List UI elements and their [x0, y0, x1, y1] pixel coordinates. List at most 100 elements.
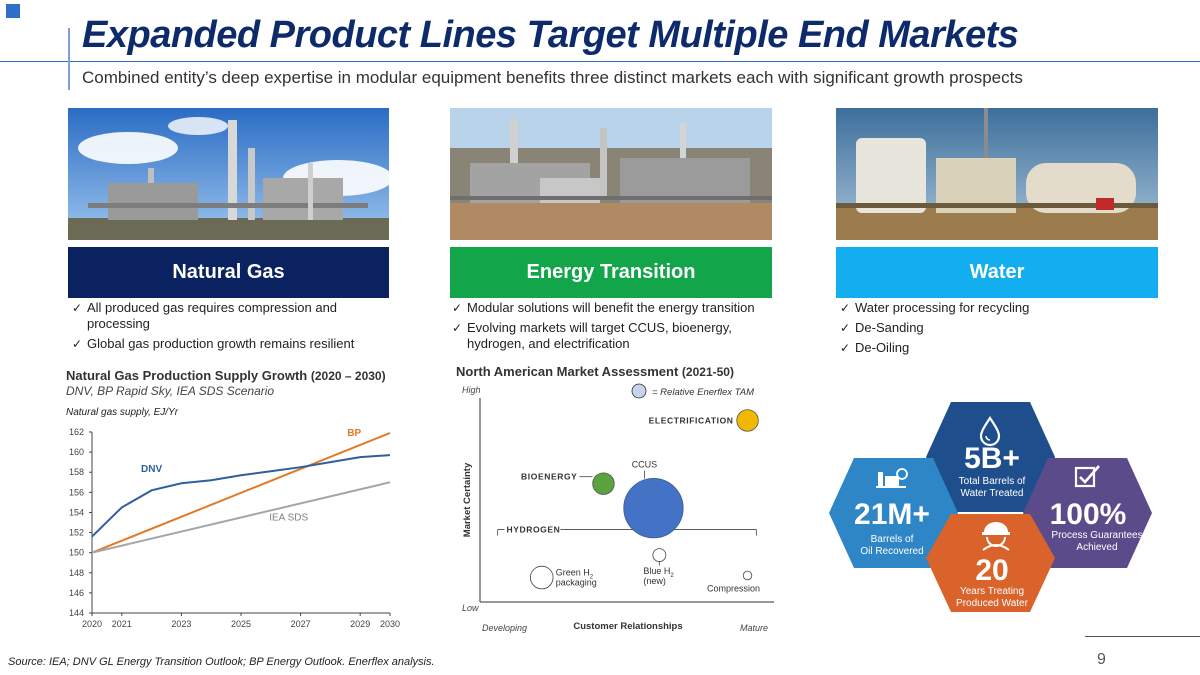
- page-number-rule: [1085, 636, 1200, 637]
- bubble-label-blue-h2-text: Blue H: [643, 566, 670, 576]
- stat-hex-guarantees: [1023, 458, 1152, 568]
- stat-hex-oil: [829, 458, 958, 568]
- water-drop-icon: [979, 416, 1001, 447]
- series-line-bp: [91, 432, 391, 554]
- stat-line1-guarantees: Process Guarantees: [1051, 530, 1142, 541]
- stat-line1-years: Years Treating: [960, 586, 1024, 597]
- column-header-water: Water: [836, 247, 1158, 298]
- bubble-compression: [742, 570, 753, 581]
- oil-facility-icon: [876, 468, 908, 488]
- hydrogen-label-bg: [504, 522, 561, 533]
- energy-transition-bullets: Modular solutions will benefit the energ…: [450, 300, 780, 356]
- bubble-label-bioenergy: BIOENERGY: [521, 472, 577, 482]
- stat-value-years: 20: [975, 554, 1008, 587]
- y-axis-low-label: Low: [462, 603, 479, 613]
- column-title-water: Water: [969, 261, 1025, 283]
- natural-gas-photo: [68, 108, 389, 240]
- bullet-item: Evolving markets will target CCUS, bioen…: [450, 320, 780, 352]
- column-title-natural-gas: Natural Gas: [172, 261, 285, 283]
- stat-value-oil: 21M+: [854, 498, 930, 531]
- bullet-item: De-Sanding: [838, 320, 1158, 336]
- y-tick-label: 162: [69, 427, 84, 437]
- bullet-item: Modular solutions will benefit the energ…: [450, 300, 780, 316]
- y-tick-label: 156: [69, 487, 84, 497]
- hydrogen-group-label: HYDROGEN: [506, 525, 560, 535]
- x-tick-label: 2020: [82, 619, 102, 629]
- bubble-label-compression: Compression: [707, 583, 760, 593]
- x-tick-label: 2021: [112, 619, 132, 629]
- series-label: DNV: [141, 464, 162, 475]
- bubble-ccus: [623, 478, 684, 539]
- y-tick-label: 144: [69, 608, 84, 618]
- stat-line2-oil: Oil Recovered: [860, 546, 923, 557]
- series-line-dnv: [91, 454, 391, 538]
- bullet-item: Global gas production growth remains res…: [70, 336, 370, 352]
- legend-bubble: [631, 383, 647, 399]
- stat-line1-water: Total Barrels of: [959, 476, 1026, 487]
- stat-line2-water: Water Treated: [961, 488, 1024, 499]
- y-axis-title: Market Certainty: [462, 462, 473, 537]
- natural-gas-bullets: All produced gas requires compression an…: [70, 300, 370, 356]
- column-header-energy-transition: Energy Transition: [450, 247, 772, 298]
- series-label: BP: [347, 428, 361, 439]
- page-number: 9: [1097, 651, 1106, 668]
- bullet-item: Water processing for recycling: [838, 300, 1158, 316]
- y-tick-label: 158: [69, 467, 84, 477]
- bubble-label-green-h2-sub: 2: [590, 575, 594, 581]
- bubble-label-green-h2-line2: packaging: [556, 578, 597, 588]
- corner-logo-square: [6, 4, 20, 18]
- water-facility-photo: [836, 108, 1158, 240]
- bubble-bioenergy: [592, 472, 615, 495]
- page-title: Expanded Product Lines Target Multiple E…: [82, 14, 1019, 56]
- bubble-blue-h2: [652, 548, 667, 562]
- x-tick-label: 2030: [380, 619, 400, 629]
- title-accent-bar: [68, 28, 70, 90]
- title-rule: [0, 61, 1200, 62]
- gas-chart-title-text: Natural Gas Production Supply Growth: [66, 368, 308, 383]
- stat-hex-years: [926, 514, 1055, 612]
- x-tick-label: 2023: [171, 619, 191, 629]
- source-note: Source: IEA; DNV GL Energy Transition Ou…: [8, 656, 435, 668]
- gas-chart-title-range: (2020 – 2030): [310, 369, 386, 383]
- gas-chart-unit: Natural gas supply, EJ/Yr: [66, 407, 179, 418]
- bubble-label-blue-h2-sub: 2: [670, 573, 674, 579]
- hard-hat-worker-icon: [982, 522, 1010, 551]
- bubble-label-electrification: ELECTRIFICATION: [649, 415, 734, 425]
- y-tick-label: 148: [69, 568, 84, 578]
- gas-chart-subtitle: DNV, BP Rapid Sky, IEA SDS Scenario: [66, 384, 275, 398]
- x-tick-label: 2025: [231, 619, 251, 629]
- legend-label: = Relative Enerflex TAM: [652, 387, 754, 398]
- stat-hex-water: [926, 402, 1055, 512]
- x-axis-title: Customer Relationships: [573, 621, 682, 632]
- bubble-green-h2: [529, 565, 554, 590]
- y-tick-label: 160: [69, 447, 84, 457]
- market-assessment-title-text: North American Market Assessment: [456, 364, 679, 379]
- x-axis-low-label: Developing: [482, 623, 527, 633]
- water-bullets: Water processing for recycling De-Sandin…: [838, 300, 1158, 360]
- bubble-label-blue-h2-line2: (new): [643, 576, 666, 586]
- stat-line2-years: Produced Water: [956, 598, 1029, 609]
- y-axis-high-label: High: [462, 385, 481, 395]
- x-tick-label: 2027: [291, 619, 311, 629]
- page-subtitle: Combined entity’s deep expertise in modu…: [82, 68, 1023, 87]
- stat-line2-guarantees: Achieved: [1076, 542, 1117, 553]
- bubble-label-ccus: CCUS: [632, 459, 658, 469]
- market-assessment-title: North American Market Assessment (2021-5…: [456, 364, 734, 379]
- y-tick-label: 152: [69, 528, 84, 538]
- market-assessment-title-range: (2021-50): [681, 365, 734, 379]
- column-title-energy-transition: Energy Transition: [526, 261, 696, 283]
- bullet-item: De-Oiling: [838, 340, 1158, 356]
- stat-line1-oil: Barrels of: [871, 534, 914, 545]
- energy-transition-photo: [450, 108, 772, 240]
- series-label: IEA SDS: [269, 512, 308, 523]
- x-axis-high-label: Mature: [740, 623, 768, 633]
- gas-chart-title: Natural Gas Production Supply Growth (20…: [66, 368, 386, 383]
- column-header-natural-gas: Natural Gas: [68, 247, 389, 298]
- bubble-electrification: [736, 409, 759, 432]
- y-tick-label: 150: [69, 548, 84, 558]
- stat-value-water: 5B+: [964, 442, 1020, 475]
- bubble-label-green-h2-text: Green H: [556, 568, 590, 578]
- bubble-label-blue-h2: Blue H2: [643, 566, 674, 579]
- checkbox-icon: [1074, 465, 1100, 488]
